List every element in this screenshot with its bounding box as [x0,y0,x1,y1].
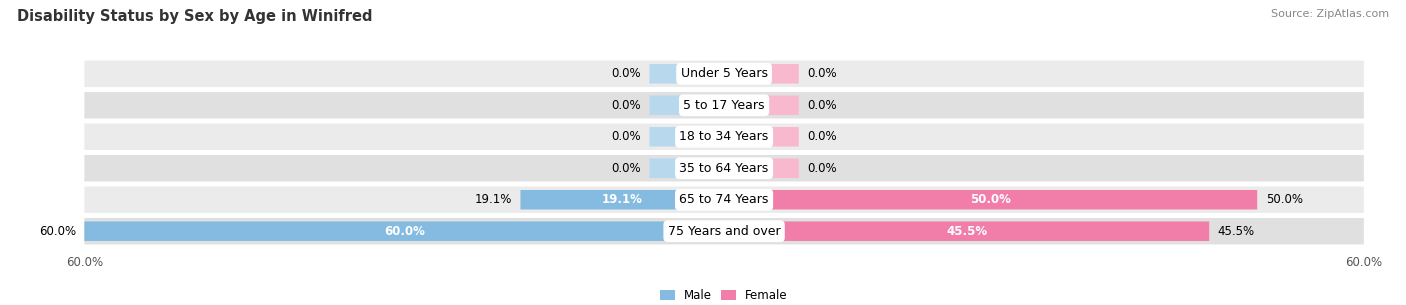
Text: 0.0%: 0.0% [807,162,837,175]
Text: 45.5%: 45.5% [946,225,987,238]
Text: 0.0%: 0.0% [807,67,837,80]
Text: 45.5%: 45.5% [1218,225,1256,238]
Text: 0.0%: 0.0% [807,130,837,143]
FancyBboxPatch shape [724,64,799,84]
Text: 5 to 17 Years: 5 to 17 Years [683,99,765,112]
Text: 35 to 64 Years: 35 to 64 Years [679,162,769,175]
FancyBboxPatch shape [84,155,1364,181]
FancyBboxPatch shape [650,64,724,84]
FancyBboxPatch shape [724,221,1209,241]
FancyBboxPatch shape [724,95,799,115]
Text: 65 to 74 Years: 65 to 74 Years [679,193,769,206]
Text: 60.0%: 60.0% [39,225,76,238]
FancyBboxPatch shape [520,190,724,210]
FancyBboxPatch shape [650,127,724,146]
Text: Under 5 Years: Under 5 Years [681,67,768,80]
Text: 19.1%: 19.1% [475,193,512,206]
Text: 0.0%: 0.0% [612,99,641,112]
FancyBboxPatch shape [84,124,1364,150]
FancyBboxPatch shape [84,218,1364,244]
FancyBboxPatch shape [84,186,1364,213]
Text: 0.0%: 0.0% [612,67,641,80]
FancyBboxPatch shape [724,127,799,146]
Text: 0.0%: 0.0% [612,130,641,143]
FancyBboxPatch shape [650,95,724,115]
FancyBboxPatch shape [84,92,1364,119]
Legend: Male, Female: Male, Female [655,284,793,305]
FancyBboxPatch shape [650,159,724,178]
FancyBboxPatch shape [84,61,1364,87]
FancyBboxPatch shape [724,159,799,178]
Text: Disability Status by Sex by Age in Winifred: Disability Status by Sex by Age in Winif… [17,9,373,24]
Text: 0.0%: 0.0% [612,162,641,175]
Text: 75 Years and over: 75 Years and over [668,225,780,238]
Text: 50.0%: 50.0% [1265,193,1303,206]
Text: 50.0%: 50.0% [970,193,1011,206]
Text: 0.0%: 0.0% [807,99,837,112]
Text: 18 to 34 Years: 18 to 34 Years [679,130,769,143]
FancyBboxPatch shape [724,190,1257,210]
FancyBboxPatch shape [84,221,724,241]
Text: 60.0%: 60.0% [384,225,425,238]
Text: Source: ZipAtlas.com: Source: ZipAtlas.com [1271,9,1389,19]
Text: 19.1%: 19.1% [602,193,643,206]
